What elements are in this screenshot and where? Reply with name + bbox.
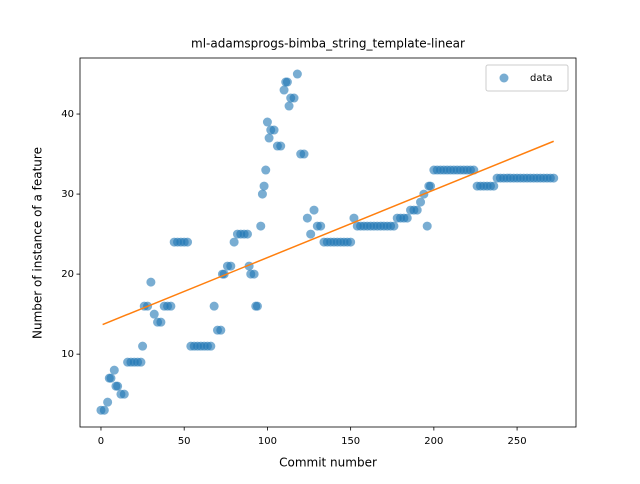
data-point — [302, 213, 312, 223]
data-point — [149, 309, 159, 319]
data-point — [119, 389, 129, 399]
y-tick-label: 30 — [61, 189, 74, 200]
data-point — [226, 261, 236, 271]
data-point — [289, 93, 299, 103]
data-point — [252, 301, 262, 311]
data-point — [276, 141, 286, 151]
data-point — [422, 221, 432, 231]
data-point — [183, 237, 193, 247]
data-point — [99, 405, 109, 415]
data-point — [156, 317, 166, 327]
chart-title: ml-adamsprogs-bimba_string_template-line… — [191, 37, 465, 51]
y-axis-label: Number of instance of a feature — [31, 147, 45, 339]
data-point — [206, 341, 216, 351]
y-tick-label: 20 — [61, 269, 74, 280]
data-point — [166, 301, 176, 311]
data-point — [256, 221, 266, 231]
data-point — [146, 277, 156, 287]
data-point — [216, 325, 226, 335]
x-tick-label: 200 — [424, 436, 443, 447]
data-point — [402, 213, 412, 223]
plot-frame — [79, 57, 577, 428]
x-axis-label: Commit number — [279, 456, 377, 470]
legend-marker — [499, 73, 509, 83]
x-tick-label: 50 — [178, 436, 191, 447]
data-point — [249, 269, 259, 279]
data-point — [261, 165, 271, 175]
data-point — [426, 181, 436, 191]
data-point — [306, 229, 316, 239]
data-point — [262, 117, 272, 127]
data-point — [209, 301, 219, 311]
y-tick-label: 40 — [61, 109, 74, 120]
data-point — [138, 341, 148, 351]
x-tick-label: 100 — [258, 436, 277, 447]
data-point — [279, 85, 289, 95]
data-point — [259, 181, 269, 191]
data-point — [106, 373, 116, 383]
data-point — [389, 221, 399, 231]
data-point — [113, 381, 123, 391]
data-point — [412, 205, 422, 215]
data-point — [257, 189, 267, 199]
x-tick-label: 150 — [341, 436, 360, 447]
trend-line — [102, 140, 554, 326]
y-tick-label: 10 — [61, 349, 74, 360]
data-point — [349, 213, 359, 223]
data-point — [136, 357, 146, 367]
data-point — [264, 133, 274, 143]
legend-label: data — [530, 73, 553, 84]
data-point — [282, 77, 292, 87]
data-point — [416, 197, 426, 207]
data-point — [316, 221, 326, 231]
data-point — [269, 125, 279, 135]
data-point — [299, 149, 309, 159]
x-tick-label: 0 — [98, 436, 104, 447]
data-point — [229, 237, 239, 247]
data-point — [242, 229, 252, 239]
data-point — [489, 181, 499, 191]
data-point — [292, 69, 302, 79]
data-point — [284, 101, 294, 111]
data-point — [549, 173, 559, 183]
legend-box — [485, 64, 569, 92]
data-point — [309, 205, 319, 215]
data-point — [346, 237, 356, 247]
data-point — [109, 365, 119, 375]
data-point — [103, 397, 113, 407]
x-tick-label: 250 — [508, 436, 527, 447]
